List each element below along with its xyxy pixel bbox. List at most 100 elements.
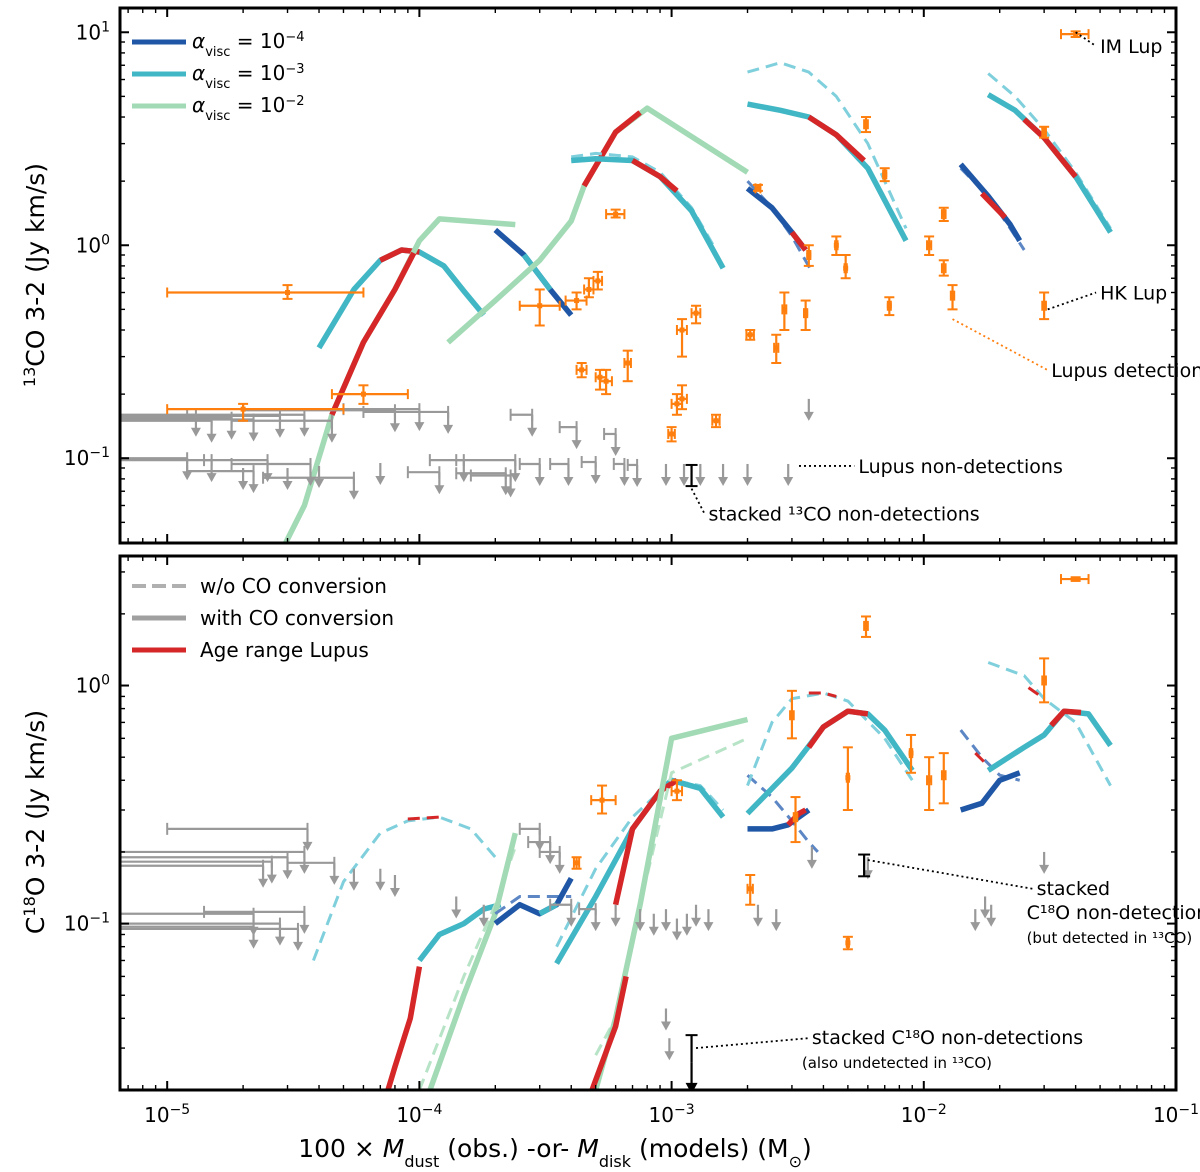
bot-model-curve-14 [589, 975, 629, 1090]
bot-annotation-0-line-1: C¹⁸O non-detections [1027, 902, 1200, 924]
top-upper-limit-31 [695, 463, 706, 486]
top-upper-limit-25 [626, 458, 643, 487]
bot-detection-9 [906, 733, 917, 774]
bot-x-tick-label-1: 10−4 [396, 1102, 442, 1127]
legend-label-alpha-4: αvisc = 10−4 [192, 29, 305, 60]
top-plot-area [120, 29, 1113, 543]
top-detection-1 [166, 402, 345, 422]
top-detection-24 [831, 235, 842, 257]
top-detection-21 [800, 299, 811, 332]
top-detection-7 [575, 362, 588, 379]
bot-upper-limit-26 [681, 913, 692, 936]
bot-model-curve-18 [746, 691, 914, 787]
top-model-curve-8 [570, 151, 718, 251]
top-detection-30 [938, 206, 949, 222]
bot-upper-limit-17 [527, 836, 556, 865]
bot-upper-limit-10 [286, 856, 340, 885]
top-y-tick-label-0: 10−1 [64, 445, 110, 470]
bottom-plot-area [120, 574, 1113, 1090]
top-detection-18 [745, 329, 756, 341]
top-model-curve-6 [446, 105, 749, 345]
bot-upper-limit-0 [120, 845, 310, 874]
top-upper-limit-24 [612, 457, 630, 486]
top-upper-limit-32 [718, 463, 729, 486]
bot-x-tick-label-0: 10−5 [144, 1102, 190, 1127]
bot-upper-limit-25 [671, 918, 682, 941]
bot-detection-11 [938, 752, 949, 805]
bot-annotation-0-line-2: (but detected in ¹³CO) [1027, 929, 1193, 947]
bot-upper-limit-27 [691, 904, 702, 927]
legend-label-no-conversion: w/o CO conversion [200, 574, 387, 598]
bot-detection-3 [745, 874, 756, 906]
top-upper-limit-11 [558, 421, 582, 450]
bot-annotation-0-line-0: stacked [1037, 878, 1111, 900]
bot-upper-limit-11 [348, 868, 359, 891]
top-panel: 10−1 100 101 13CO 3-2 (Jy km/s) αvisc = 10… [20, 6, 1200, 545]
bottom-axis-ticks: 10−1 100 10−5 10−4 10−3 10−2 10−1 [64, 556, 1199, 1127]
bot-detection-7 [861, 615, 872, 638]
top-upper-limit-6 [230, 414, 337, 443]
top-ylabel-sup: 13 [20, 367, 39, 387]
bot-model-curve-0 [311, 815, 497, 962]
bot-model-curve-19 [808, 691, 837, 698]
top-axis-ticks: 10−1 100 101 [64, 8, 1177, 544]
top-detection-19 [771, 333, 782, 365]
bot-x-tick-label-2: 10−3 [649, 1102, 695, 1127]
top-annotation-3-text: Lupus non-detections [858, 456, 1063, 478]
top-annotation-4-text: stacked ¹³CO non-detections [708, 504, 979, 526]
legend-label-age-range: Age range Lupus [200, 638, 369, 662]
top-detection-9 [598, 368, 613, 396]
bot-model-curve-26 [1027, 686, 1045, 700]
top-annotation-1: HK Lup [1047, 283, 1167, 311]
bot-upper-limit-21 [610, 904, 621, 927]
svg-text:C18O 3-2 (Jy km/s): C18O 3-2 (Jy km/s) [20, 710, 51, 934]
bot-upper-limit-9 [120, 922, 303, 951]
top-detection-33 [1039, 291, 1050, 321]
bottom-panel: 10−1 100 10−5 10−4 10−3 10−2 10−1 C18O 3-2 (Jy… [20, 554, 1200, 1127]
svg-text:13CO 3-2 (Jy km/s): 13CO 3-2 (Jy km/s) [20, 163, 51, 387]
top-model-curve-13 [789, 230, 808, 252]
top-model-curve-3 [329, 251, 417, 416]
top-annotation-3: Lupus non-detections [798, 456, 1063, 478]
top-upper-limit-22 [549, 457, 574, 486]
top-detection-13 [690, 304, 702, 325]
top-annotation-2: Lupus detections [952, 318, 1200, 382]
bot-model-curve-17 [786, 807, 807, 827]
bot-upper-limit-14 [451, 896, 462, 919]
bot-model-curve-5 [427, 832, 518, 1090]
top-detection-26 [861, 116, 872, 134]
bot-detection-1 [571, 856, 582, 870]
legend-label-alpha-3: αvisc = 10−3 [192, 61, 305, 92]
top-detection-25 [840, 254, 851, 280]
bot-detection-8 [842, 935, 853, 951]
top-detection-32 [947, 284, 958, 311]
bot-annotation-1-line-0: stacked C¹⁸O non-detections [812, 1027, 1083, 1049]
top-upper-limit-35 [803, 398, 814, 421]
bot-upper-limit-3 [120, 859, 269, 888]
bot-annotation-1: stacked C¹⁸O non-detections (also undetec… [695, 1027, 1083, 1072]
top-detection-28 [884, 296, 895, 317]
top-model-curve-14 [747, 61, 908, 230]
bot-model-curve-3 [385, 966, 423, 1090]
top-upper-limit-37 [282, 467, 293, 490]
top-model-curve-7 [581, 110, 642, 188]
bottom-legend: w/o CO conversion with CO conversion Age… [132, 574, 394, 662]
bot-model-curve-21 [806, 708, 869, 749]
bot-upper-limit-23 [648, 913, 659, 936]
top-upper-limit-18 [262, 471, 359, 500]
bot-upper-limit-31 [806, 846, 817, 869]
bot-upper-limit-12 [375, 868, 386, 891]
bot-model-curve-28 [1049, 708, 1082, 728]
top-upper-limit-20 [455, 454, 521, 483]
top-annotation-0: IM Lup [1075, 31, 1162, 58]
bot-upper-limit-19 [549, 898, 577, 927]
bot-model-curve-24 [959, 770, 1021, 813]
bottom-y-axis-label: C18O 3-2 (Jy km/s) [20, 710, 51, 934]
bot-detection-10 [924, 756, 935, 812]
bot-y-tick-label-0: 10−1 [64, 911, 110, 936]
top-axes-frame [118, 6, 1178, 545]
bot-model-curve-2 [417, 902, 502, 963]
top-detection-11 [605, 208, 626, 220]
